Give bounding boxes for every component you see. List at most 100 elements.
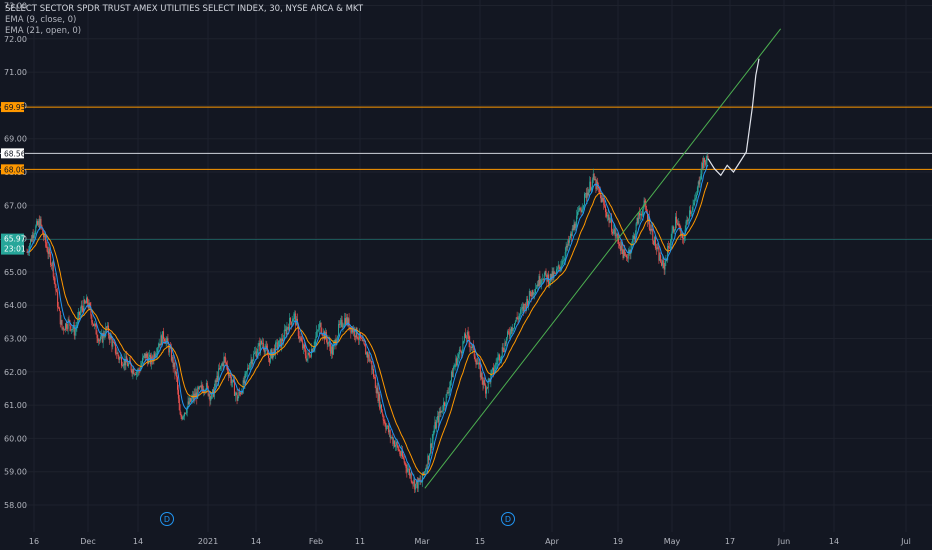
- candle-body: [679, 226, 681, 229]
- candle-body: [214, 380, 216, 388]
- candle-body: [247, 367, 249, 372]
- ema21-line: [27, 182, 709, 476]
- candle-body: [422, 472, 424, 475]
- candle-body: [578, 208, 580, 211]
- candle-body: [51, 262, 53, 266]
- trendline[interactable]: [424, 28, 782, 489]
- dividend-marker-circle[interactable]: [501, 512, 515, 526]
- candle-body: [557, 265, 559, 269]
- candle-body: [693, 202, 695, 205]
- candle-body: [533, 293, 535, 295]
- candle-body: [304, 348, 306, 356]
- candle-body: [387, 425, 389, 433]
- candle-body: [609, 221, 611, 223]
- candle-body: [381, 412, 383, 416]
- candle-body: [400, 454, 402, 456]
- candle-body: [58, 307, 60, 308]
- candle-body: [535, 287, 537, 289]
- candle-body: [614, 228, 616, 236]
- candle-body: [93, 323, 95, 326]
- candle-body: [404, 462, 406, 464]
- candle-body: [148, 356, 150, 364]
- candle-body: [471, 347, 473, 349]
- candle-body: [151, 356, 153, 361]
- candle-body: [85, 302, 87, 304]
- candle-body: [423, 471, 425, 475]
- candle-body: [43, 233, 45, 238]
- candle-body: [254, 351, 256, 353]
- candle-body: [155, 354, 157, 357]
- candle-body: [326, 339, 328, 345]
- candle-body: [60, 320, 62, 325]
- candle-body: [633, 235, 635, 239]
- candle-body: [184, 412, 186, 417]
- candle-body: [410, 473, 412, 482]
- candle-body: [331, 346, 333, 354]
- candle-body: [62, 327, 64, 329]
- candle-body: [179, 410, 181, 415]
- candle-body: [524, 304, 526, 305]
- candle-body: [437, 415, 439, 423]
- candle-body: [283, 329, 285, 340]
- candle-body: [208, 394, 210, 396]
- candle-body: [611, 218, 613, 232]
- projection-path[interactable]: [707, 58, 760, 177]
- candle-body: [656, 247, 658, 250]
- candle-body: [188, 401, 190, 405]
- candle-body: [520, 309, 522, 314]
- candle-body: [342, 326, 344, 328]
- candle-body: [107, 325, 109, 328]
- candle-body: [520, 308, 522, 310]
- candle-body: [655, 247, 657, 250]
- candle-body: [135, 371, 137, 375]
- candle-body: [52, 262, 54, 277]
- candle-body: [40, 218, 42, 226]
- candle-body: [689, 210, 691, 219]
- candle-body: [351, 328, 353, 333]
- candle-body: [245, 371, 247, 374]
- candle-body: [340, 319, 342, 322]
- dividend-marker-circle[interactable]: [160, 512, 174, 526]
- candle-body: [318, 324, 320, 330]
- candle-body: [589, 181, 591, 190]
- candle-body: [307, 352, 309, 359]
- candle-body: [32, 234, 34, 238]
- candle-body: [163, 331, 165, 339]
- candle-body: [697, 181, 699, 188]
- x-tick-label: 16: [29, 537, 39, 546]
- candle-body: [444, 404, 446, 407]
- trendline-layer[interactable]: [424, 28, 782, 489]
- candle-body: [346, 317, 348, 325]
- candlestick-series: [26, 152, 709, 494]
- candle-body: [30, 239, 32, 245]
- candle-body: [464, 333, 466, 338]
- time-axis[interactable]: 16 Dec 14 2021 14 Feb 11 Mar 15 Apr 19 May 17 Jun 14 Ju…: [29, 537, 911, 546]
- y-tick-label: 65.00: [4, 268, 27, 277]
- candle-body: [204, 390, 206, 392]
- candle-body: [451, 371, 453, 378]
- candle-body: [513, 328, 515, 330]
- candle-body: [588, 189, 590, 196]
- candle-body: [184, 412, 186, 414]
- candle-body: [556, 269, 558, 274]
- candle-body: [156, 353, 158, 355]
- candle-body: [682, 233, 684, 239]
- candle-body: [391, 437, 393, 438]
- candle-body: [238, 391, 240, 397]
- candle-body: [433, 430, 435, 435]
- candle-body: [438, 411, 440, 423]
- candle-body: [341, 319, 343, 328]
- candle-body: [316, 331, 318, 337]
- candle-body: [506, 337, 508, 344]
- candle-body: [648, 216, 650, 229]
- candle-body: [575, 227, 577, 229]
- candle-body: [225, 357, 227, 363]
- candle-body: [223, 357, 225, 367]
- horizontal-lines[interactable]: [0, 106, 932, 240]
- candle-body: [273, 348, 275, 352]
- candle-body: [653, 240, 655, 245]
- candle-body: [45, 242, 47, 247]
- candle-body: [612, 231, 614, 234]
